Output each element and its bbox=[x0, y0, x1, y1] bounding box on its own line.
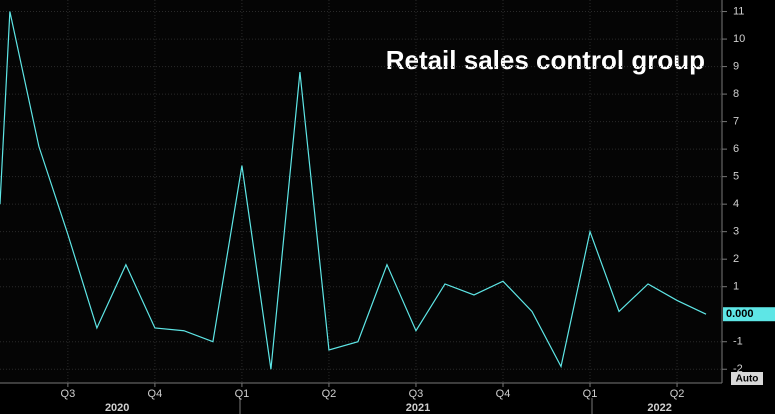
y-tick-label: 1 bbox=[733, 281, 739, 293]
x-tick-label: Q2 bbox=[322, 388, 337, 400]
y-tick-label: -1 bbox=[733, 336, 743, 348]
y-tick-label: 9 bbox=[733, 60, 739, 72]
y-tick-label: 4 bbox=[733, 198, 739, 210]
x-tick-label: Q2 bbox=[670, 388, 685, 400]
x-tick-label: Q3 bbox=[409, 388, 424, 400]
y-tick-label: 5 bbox=[733, 171, 739, 183]
x-tick-label: Q3 bbox=[61, 388, 76, 400]
year-label: 2021 bbox=[406, 402, 430, 414]
y-tick-label: 6 bbox=[733, 143, 739, 155]
scale-mode-box bbox=[731, 372, 763, 385]
y-tick-label: 7 bbox=[733, 116, 739, 128]
last-value-box bbox=[723, 307, 775, 322]
y-tick-label: 3 bbox=[733, 226, 739, 238]
year-label: 2020 bbox=[105, 402, 129, 414]
x-tick-label: Q4 bbox=[496, 388, 511, 400]
plot-area bbox=[0, 0, 722, 383]
year-label: 2022 bbox=[647, 402, 671, 414]
y-tick-label: 11 bbox=[733, 5, 744, 17]
y-tick-label: 8 bbox=[733, 88, 739, 100]
x-tick-label: Q1 bbox=[235, 388, 250, 400]
y-tick-label: -2 bbox=[733, 363, 743, 375]
y-tick-label: 2 bbox=[733, 253, 739, 265]
x-tick-label: Q1 bbox=[583, 388, 598, 400]
line-series bbox=[0, 11, 707, 370]
scale-mode: Auto bbox=[736, 374, 759, 385]
last-value-label: 0.000 bbox=[726, 308, 754, 320]
y-tick-label: 10 bbox=[733, 33, 745, 45]
chart-title: Retail sales control group bbox=[386, 45, 705, 75]
x-tick-label: Q4 bbox=[148, 388, 163, 400]
